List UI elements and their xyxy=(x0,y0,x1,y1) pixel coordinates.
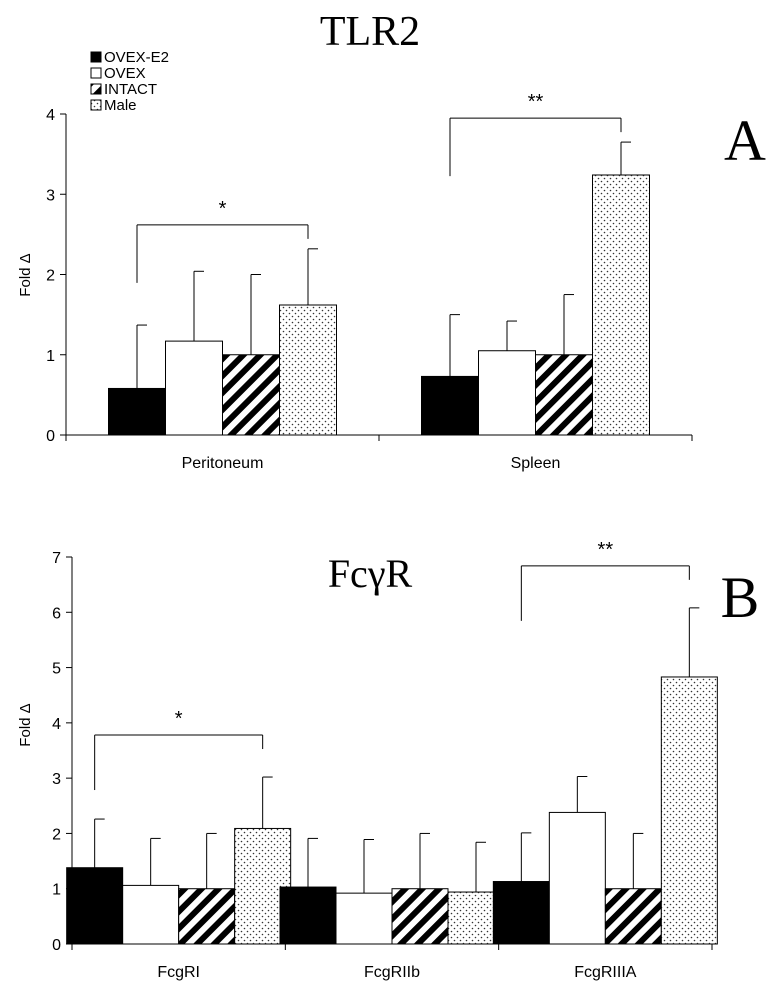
y-tick-label-b: 7 xyxy=(52,550,61,567)
legend-swatch xyxy=(90,99,102,111)
significance-label-a: * xyxy=(219,198,227,220)
legend-entry: OVEX-E2 xyxy=(104,49,169,66)
bar-b xyxy=(122,884,180,945)
legend-entry: Male xyxy=(104,97,137,114)
significance-label-b: * xyxy=(175,708,183,730)
y-axis-label-b: Fold Δ xyxy=(17,703,34,746)
y-tick-label-b: 0 xyxy=(52,937,61,954)
bar-a xyxy=(421,375,479,436)
bar-b xyxy=(335,892,393,945)
y-tick-label-b: 5 xyxy=(52,661,61,678)
y-axis-label-a: Fold Δ xyxy=(17,253,34,296)
y-tick-label-b: 2 xyxy=(52,826,61,843)
bar-b xyxy=(604,888,662,945)
bar-b xyxy=(660,676,718,945)
bar-a xyxy=(108,387,166,436)
legend-swatch xyxy=(90,51,102,63)
bar-a xyxy=(222,354,280,436)
legend-swatch xyxy=(90,67,102,79)
bar-b xyxy=(391,888,449,945)
significance-label-b: ** xyxy=(598,539,614,561)
bar-b xyxy=(548,811,606,945)
bar-b xyxy=(66,867,124,945)
y-tick-label-a: 0 xyxy=(46,428,55,445)
y-tick-label-a: 3 xyxy=(46,187,55,204)
y-tick-label-a: 4 xyxy=(46,107,55,124)
legend-entry: INTACT xyxy=(104,81,157,98)
category-label-b: FcgRIIb xyxy=(364,964,420,981)
y-tick-label-b: 4 xyxy=(52,716,61,733)
bar-a xyxy=(592,174,650,436)
legend-swatch xyxy=(90,83,102,95)
chart-title-b: FcγR xyxy=(328,551,413,596)
bar-a xyxy=(165,340,223,436)
panel-letter-a: A xyxy=(724,108,766,173)
significance-label-a: ** xyxy=(528,91,544,113)
y-tick-label-b: 1 xyxy=(52,882,61,899)
bar-a xyxy=(279,304,337,436)
category-label-a: Spleen xyxy=(511,455,561,472)
bars-b: *** xyxy=(66,539,718,945)
bar-b xyxy=(279,886,337,945)
category-label-b: FcgRI xyxy=(157,964,200,981)
category-label-a: Peritoneum xyxy=(182,455,264,472)
y-tick-label-a: 2 xyxy=(46,268,55,285)
y-tick-label-b: 6 xyxy=(52,605,61,622)
bar-b xyxy=(178,888,236,945)
y-tick-label-a: 1 xyxy=(46,348,55,365)
bars-a: *** xyxy=(108,91,650,436)
category-label-b: FcgRIIIA xyxy=(574,964,637,981)
panel-letter-b: B xyxy=(721,565,760,630)
bar-b xyxy=(492,881,550,945)
bar-a xyxy=(478,350,536,436)
bar-a xyxy=(535,354,593,436)
y-tick-label-b: 3 xyxy=(52,771,61,788)
legend-entry: OVEX xyxy=(104,65,146,82)
chart-title-a: TLR2 xyxy=(320,9,420,55)
bar-b xyxy=(234,827,292,945)
panel-b: FcγR B Fold Δ 0 1 2 3 4 5 6 7 FcgRI FcgRIIb FcgRII… xyxy=(17,539,759,981)
